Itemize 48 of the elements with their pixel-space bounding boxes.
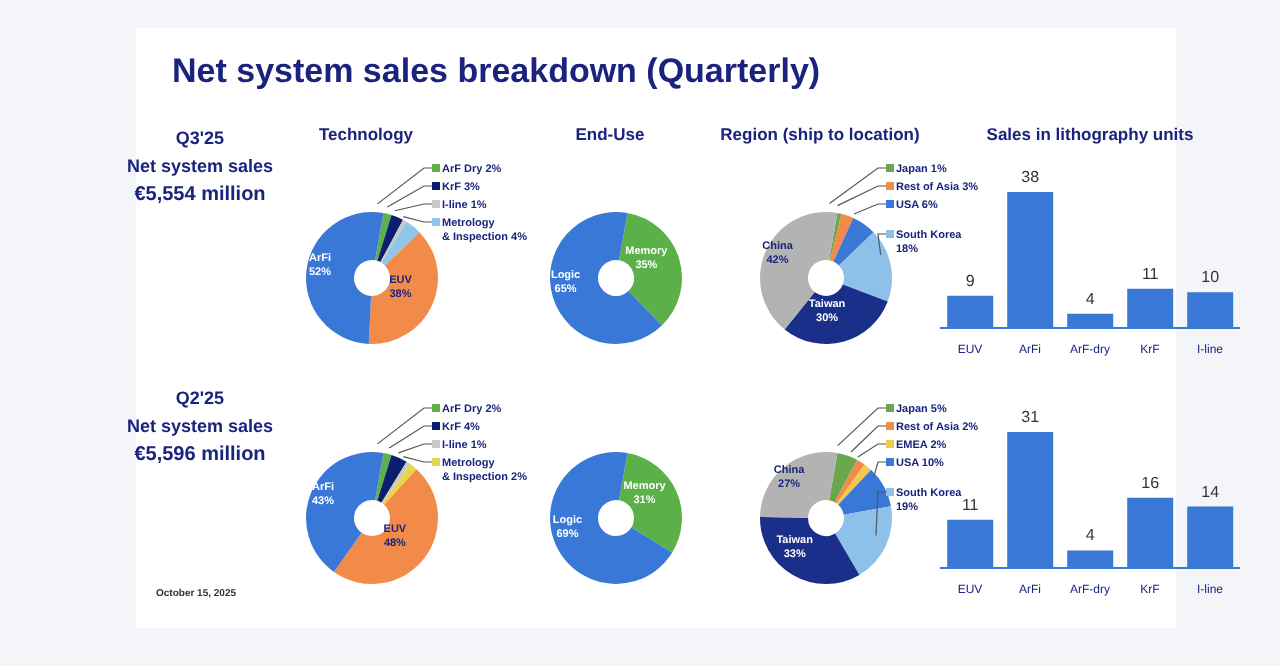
chart-title: Region (ship to location) — [718, 124, 922, 144]
donut-slice — [380, 219, 407, 263]
text: €5,554 million — [132, 184, 268, 206]
donut-slice — [838, 469, 891, 515]
donut-slice — [829, 453, 858, 503]
donut-slice — [306, 212, 384, 344]
donut-slice — [306, 452, 384, 572]
donut-slice — [368, 232, 438, 344]
chart-title: End-Use — [575, 124, 645, 144]
data-label: 16 — [1141, 473, 1161, 492]
donut-slice — [375, 453, 392, 501]
chart-title: Technology — [316, 124, 416, 144]
donut-slice — [784, 284, 888, 344]
data-label: 4 — [1085, 526, 1096, 545]
donut-slice — [377, 454, 407, 503]
donut-slice — [830, 213, 854, 262]
text: Net system sales breakdown (Quarterly) — [172, 52, 823, 92]
donut-slice — [834, 459, 865, 504]
donut-slice — [760, 452, 838, 518]
donut-slice — [382, 464, 417, 505]
donut-slice — [550, 452, 673, 584]
text: €5,596 million — [132, 444, 268, 466]
donut-slice — [836, 464, 872, 505]
donut-slice — [333, 469, 438, 584]
donut-slice — [829, 213, 842, 261]
data-label: 10 — [1201, 268, 1221, 287]
donut-slice — [381, 221, 420, 266]
data-label: 4 — [1085, 289, 1096, 308]
donut-slice — [760, 517, 860, 584]
data-label: 31 — [1021, 408, 1041, 426]
donut-slice — [377, 214, 403, 263]
chart-title: Sales in lithography units — [984, 124, 1196, 144]
donut-slice — [619, 213, 682, 326]
text: Net system sales — [124, 156, 276, 176]
text: Q3'25 — [173, 128, 227, 148]
donut-slice — [833, 217, 874, 266]
data-label: 11 — [961, 495, 980, 514]
data-label: 11 — [1141, 264, 1160, 283]
donut-slice — [619, 453, 682, 553]
data-label: 38 — [1021, 168, 1041, 186]
data-label: 9 — [965, 271, 976, 290]
donut-slice — [375, 213, 392, 261]
text: Net system sales — [124, 416, 276, 436]
data-label: 14 — [1201, 482, 1221, 501]
donut-slice — [838, 232, 892, 302]
donut-slice — [381, 461, 411, 504]
text: Q2'25 — [173, 388, 227, 408]
donut-slice — [835, 506, 892, 575]
